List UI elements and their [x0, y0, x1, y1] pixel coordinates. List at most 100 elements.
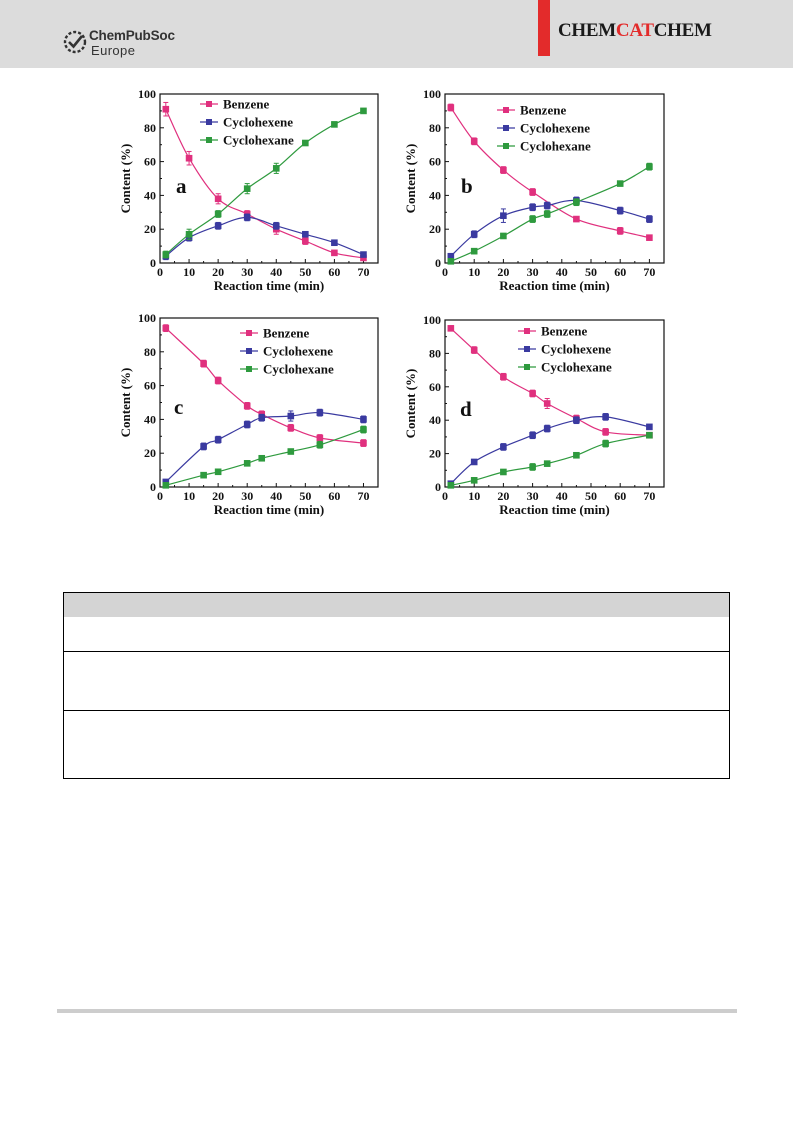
panel-label: a	[176, 174, 187, 198]
x-tick-label: 30	[241, 265, 253, 279]
data-point	[470, 346, 478, 354]
data-point	[214, 222, 222, 230]
table-rule	[64, 710, 729, 711]
data-point	[646, 215, 653, 223]
data-point	[529, 188, 536, 196]
y-tick-label: 60	[429, 155, 441, 169]
data-point	[185, 230, 193, 238]
data-point	[529, 390, 536, 397]
data-point	[500, 468, 507, 476]
data-point	[529, 431, 536, 439]
data-point	[162, 482, 170, 489]
legend-marker	[524, 346, 530, 352]
data-point	[573, 215, 580, 223]
journal-title-part: CHEM	[558, 20, 616, 41]
panel-label: c	[174, 395, 183, 419]
data-point	[162, 105, 170, 113]
legend-label: Cyclohexene	[520, 121, 590, 136]
data-point	[214, 210, 222, 218]
data-point	[602, 440, 609, 447]
data-point	[360, 426, 367, 433]
data-point	[646, 163, 653, 170]
y-tick-label: 80	[144, 121, 156, 135]
chart-panel-d: 0 10 20 30 40 50 60 70 0 20 40 60 80 100 Reaction time…	[403, 313, 665, 517]
y-axis-label: Content (%)	[403, 144, 418, 214]
x-tick-label: 0	[442, 265, 448, 279]
data-point	[243, 402, 251, 410]
data-point	[200, 471, 207, 479]
x-axis-label: Reaction time (min)	[214, 278, 324, 293]
x-tick-label: 50	[299, 265, 311, 279]
chart-panel-c: 0 10 20 30 40 50 60 70 0 20 40 60 80 100 Reaction time…	[118, 311, 379, 517]
y-tick-label: 100	[138, 87, 156, 101]
data-point	[646, 234, 653, 241]
series-line	[165, 108, 364, 259]
data-point	[258, 414, 266, 422]
legend-label: Cyclohexene	[263, 344, 333, 359]
data-point	[543, 210, 551, 218]
legend-label: Benzene	[223, 97, 269, 112]
footer-rule	[57, 1009, 737, 1013]
publisher-badge-icon	[63, 30, 87, 54]
legend-marker	[206, 119, 212, 125]
data-point	[447, 325, 455, 332]
y-axis-label: Content (%)	[118, 144, 133, 214]
y-tick-label: 20	[429, 447, 441, 461]
data-point	[243, 185, 251, 192]
y-tick-label: 80	[429, 346, 441, 360]
data-point	[529, 203, 536, 211]
publisher-name: ChemPubSoc	[89, 28, 175, 43]
x-tick-label: 60	[614, 265, 626, 279]
data-point	[214, 377, 222, 384]
data-point	[258, 454, 266, 462]
data-point	[573, 198, 580, 206]
data-point	[500, 212, 507, 219]
data-point	[287, 448, 295, 455]
chart-panel-a: 0 10 20 30 40 50 60 70 0 20 40 60 80 100 Reaction time…	[118, 87, 379, 293]
data-point	[287, 412, 295, 420]
data-point	[602, 428, 609, 436]
journal-title-accent: CAT	[615, 20, 654, 41]
data-point	[447, 258, 455, 265]
table-frame	[63, 592, 730, 779]
data-point	[646, 431, 653, 439]
data-point	[602, 413, 609, 421]
x-tick-label: 10	[468, 489, 480, 503]
data-point	[243, 421, 251, 428]
x-tick-label: 60	[328, 265, 340, 279]
data-point	[470, 230, 478, 238]
data-point	[200, 443, 207, 450]
x-tick-label: 40	[556, 489, 568, 503]
legend-marker	[246, 348, 252, 354]
data-point	[243, 214, 251, 221]
series-line	[450, 434, 650, 486]
x-tick-label: 10	[183, 489, 195, 503]
data-point	[529, 215, 536, 223]
data-point	[214, 468, 222, 476]
data-point	[243, 460, 251, 467]
x-tick-label: 30	[527, 489, 539, 503]
y-tick-label: 0	[435, 480, 441, 494]
data-point	[470, 138, 478, 145]
legend-marker	[524, 328, 530, 334]
chart-panel-b: 0 10 20 30 40 50 60 70 0 20 40 60 80 100 Reaction time…	[403, 87, 665, 293]
data-point	[616, 180, 624, 187]
data-point	[543, 400, 551, 407]
x-tick-label: 50	[585, 489, 597, 503]
y-tick-label: 60	[429, 380, 441, 394]
legend-label: Cyclohexane	[541, 360, 612, 375]
x-tick-label: 20	[212, 489, 224, 503]
legend-marker	[206, 101, 212, 107]
data-point	[470, 458, 478, 466]
y-tick-label: 40	[429, 188, 441, 202]
legend-marker	[206, 137, 212, 143]
x-tick-label: 0	[157, 265, 163, 279]
y-tick-label: 100	[423, 313, 441, 327]
data-point	[360, 416, 367, 423]
x-tick-label: 10	[183, 265, 195, 279]
y-tick-label: 40	[144, 188, 156, 202]
x-tick-label: 60	[614, 489, 626, 503]
x-tick-label: 50	[585, 265, 597, 279]
legend-label: Cyclohexene	[541, 342, 611, 357]
